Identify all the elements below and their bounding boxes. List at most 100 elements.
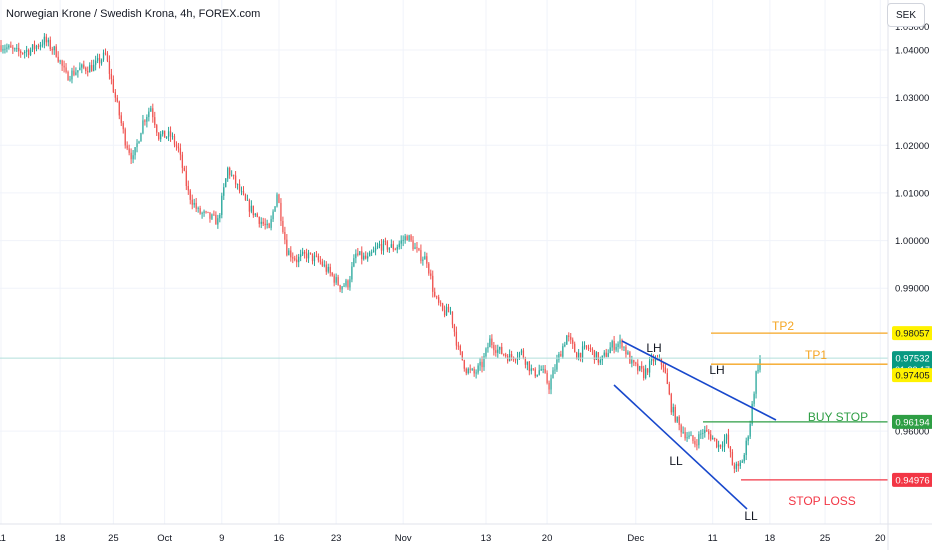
candle-body: [8, 45, 10, 48]
candle-body: [301, 251, 304, 255]
time-tick-label[interactable]: 20: [542, 533, 553, 544]
price-tick-label[interactable]: 0.96000: [895, 427, 929, 438]
price-tick-label[interactable]: 1.03000: [895, 93, 929, 104]
candle-body: [587, 347, 590, 349]
candle-body: [507, 356, 509, 362]
time-tick-label[interactable]: 18: [765, 533, 776, 544]
time-tick-label[interactable]: 23: [331, 533, 342, 544]
time-tick-label[interactable]: 13: [481, 533, 492, 544]
price-tag-tp2-bg[interactable]: [892, 326, 932, 341]
price-tick-label[interactable]: 1.00000: [895, 236, 929, 247]
candle-body: [743, 454, 745, 462]
candle-body: [652, 358, 655, 362]
candle-body: [91, 65, 93, 72]
candle-body: [613, 341, 615, 350]
price-tick-label[interactable]: 1.02000: [895, 141, 929, 152]
candle-body: [319, 260, 322, 262]
candle-body: [100, 59, 103, 64]
candle-body: [735, 463, 737, 469]
current-price-tag[interactable]: 0.97532: [895, 354, 929, 365]
time-tick-label[interactable]: 11: [708, 533, 718, 544]
candle-body: [361, 251, 363, 260]
price-tag-buy-stop-bg[interactable]: [892, 414, 932, 429]
candle-body: [631, 360, 633, 364]
candle-body: [376, 245, 379, 248]
time-axis[interactable]: 11 18 25 Oct 9 16 23 Nov 13 20 Dec 11 18 25 20: [0, 523, 932, 544]
candle-body: [751, 403, 753, 425]
candle-body: [526, 361, 529, 365]
time-tick-label[interactable]: Nov: [395, 533, 412, 544]
price-tag-tp2[interactable]: 0.98057: [895, 329, 929, 340]
price-tick-label[interactable]: 1.05000: [895, 22, 929, 33]
candle-body: [514, 359, 517, 361]
candle-body: [311, 253, 314, 262]
candle-body: [495, 350, 497, 353]
candle-body: [583, 345, 586, 347]
candle-body: [138, 141, 140, 144]
time-tick-label[interactable]: 20: [875, 533, 886, 544]
candle-body: [694, 441, 696, 445]
price-tag-tp1-bg[interactable]: [892, 368, 932, 383]
time-tick-label[interactable]: 18: [55, 533, 66, 544]
candle-body: [20, 51, 22, 54]
candle-body: [540, 369, 542, 371]
candle-body: [441, 303, 444, 311]
price-tick-label[interactable]: 0.99000: [895, 284, 929, 295]
candle-body: [183, 167, 185, 171]
candle-body: [579, 352, 582, 358]
candle-body: [576, 352, 578, 360]
time-tick-label[interactable]: 25: [820, 533, 831, 544]
price-tick-label[interactable]: 1.04000: [895, 46, 929, 57]
candle-body: [700, 433, 702, 435]
candle-body: [643, 368, 645, 378]
candle-body: [197, 208, 199, 209]
time-tick-label[interactable]: Dec: [627, 533, 644, 544]
candle-body: [372, 250, 375, 253]
candle-body: [536, 374, 538, 377]
candle-body: [615, 346, 617, 350]
candle-body: [132, 155, 134, 160]
candle-body: [278, 194, 280, 203]
candle-body: [156, 125, 158, 133]
candle-body: [329, 266, 331, 273]
candle-body: [49, 39, 51, 50]
price-axis[interactable]: 1.04000 1.03000 1.02000 1.01000 1.00000 0.990…: [887, 0, 932, 550]
price-tag-tp1[interactable]: 0.97405: [895, 371, 929, 382]
candle-body: [191, 199, 193, 205]
candle-body: [238, 184, 241, 192]
candle-body: [327, 266, 329, 272]
time-tick-label[interactable]: 25: [108, 533, 119, 544]
candle-body: [154, 117, 156, 126]
candle-body: [469, 368, 471, 370]
price-tag-stop-loss[interactable]: 0.94976: [895, 475, 929, 486]
time-tick-label[interactable]: 11: [0, 533, 6, 544]
time-tick-label[interactable]: Oct: [157, 533, 172, 544]
candle-body: [676, 416, 678, 422]
pattern-label-ll: LL: [744, 509, 758, 523]
candle-body: [217, 218, 219, 225]
candle-body: [432, 275, 434, 292]
time-tick-label[interactable]: 9: [219, 533, 224, 544]
candle-body: [223, 187, 225, 196]
candle-body: [142, 120, 144, 134]
candle-body: [564, 344, 566, 347]
price-tag-stop-loss-bg[interactable]: [892, 472, 932, 487]
currency-button[interactable]: SEK: [887, 3, 925, 27]
candle-body: [165, 136, 168, 138]
candle-body: [307, 252, 310, 259]
candle-body: [124, 129, 126, 146]
candle-body: [577, 352, 580, 360]
candle-body: [37, 45, 40, 47]
chart-grid: [0, 0, 888, 524]
candle-body: [443, 310, 446, 316]
candle-body: [574, 343, 576, 353]
candle-body: [666, 373, 668, 385]
price-tag-buy-stop[interactable]: 0.96194: [895, 417, 929, 428]
candle-body: [702, 432, 704, 434]
candle-body: [18, 47, 20, 52]
candle-body: [481, 361, 483, 368]
time-tick-label[interactable]: 16: [274, 533, 285, 544]
price-tick-label[interactable]: 1.01000: [895, 188, 929, 199]
candle-body: [189, 190, 191, 200]
